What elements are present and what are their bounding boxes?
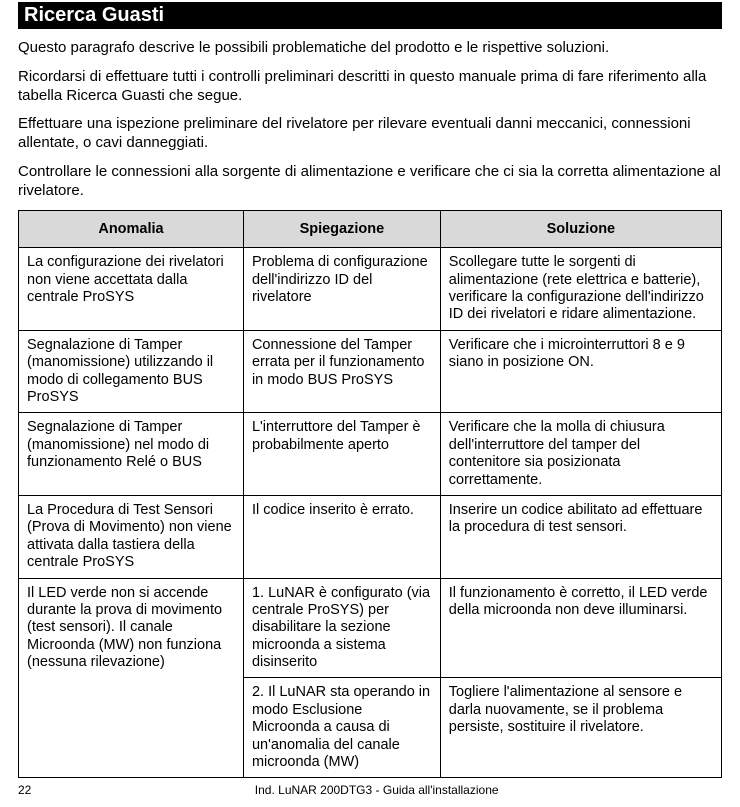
table-row: Segnalazione di Tamper (manomissione) ne… [19, 413, 722, 496]
cell-spiegazione: L'interruttore del Tamper è probabilment… [243, 413, 440, 496]
cell-soluzione: Inserire un codice abilitato ad effettua… [440, 495, 721, 578]
page-number: 22 [18, 783, 31, 797]
cell-anomalia: Segnalazione di Tamper (manomissione) ut… [19, 330, 244, 413]
cell-anomalia: La configurazione dei rivelatori non vie… [19, 248, 244, 331]
table-row: La configurazione dei rivelatori non vie… [19, 248, 722, 331]
cell-soluzione: Verificare che la molla di chiusura dell… [440, 413, 721, 496]
cell-spiegazione: Connessione del Tamper errata per il fun… [243, 330, 440, 413]
table-row: Il LED verde non si accende durante la p… [19, 578, 722, 678]
cell-anomalia: Il LED verde non si accende durante la p… [19, 578, 244, 778]
intro-paragraph-2: Ricordarsi di effettuare tutti i control… [18, 68, 722, 106]
cell-spiegazione: 1. LuNAR è configurato (via centrale Pro… [243, 578, 440, 678]
cell-spiegazione: Il codice inserito è errato. [243, 495, 440, 578]
intro-paragraph-4: Controllare le connessioni alla sorgente… [18, 163, 722, 201]
table-row: La Procedura di Test Sensori (Prova di M… [19, 495, 722, 578]
table-header-soluzione: Soluzione [440, 211, 721, 248]
cell-spiegazione: Problema di configurazione dell'indirizz… [243, 248, 440, 331]
section-title: Ricerca Guasti [18, 2, 722, 29]
cell-anomalia: La Procedura di Test Sensori (Prova di M… [19, 495, 244, 578]
table-header-anomalia: Anomalia [19, 211, 244, 248]
cell-soluzione: Scollegare tutte le sorgenti di alimenta… [440, 248, 721, 331]
cell-anomalia: Segnalazione di Tamper (manomissione) ne… [19, 413, 244, 496]
intro-paragraph-3: Effettuare una ispezione preliminare del… [18, 115, 722, 153]
troubleshooting-table: Anomalia Spiegazione Soluzione La config… [18, 210, 722, 778]
cell-soluzione: Togliere l'alimentazione al sensore e da… [440, 678, 721, 778]
page-footer: 22 Ind. LuNAR 200DTG3 - Guida all'instal… [18, 783, 722, 797]
table-row: Segnalazione di Tamper (manomissione) ut… [19, 330, 722, 413]
cell-spiegazione: 2. Il LuNAR sta operando in modo Esclusi… [243, 678, 440, 778]
intro-paragraph-1: Questo paragrafo descrive le possibili p… [18, 39, 722, 58]
table-header-spiegazione: Spiegazione [243, 211, 440, 248]
cell-soluzione: Il funzionamento è corretto, il LED verd… [440, 578, 721, 678]
cell-soluzione: Verificare che i microinterruttori 8 e 9… [440, 330, 721, 413]
footer-text: Ind. LuNAR 200DTG3 - Guida all'installaz… [18, 783, 722, 797]
